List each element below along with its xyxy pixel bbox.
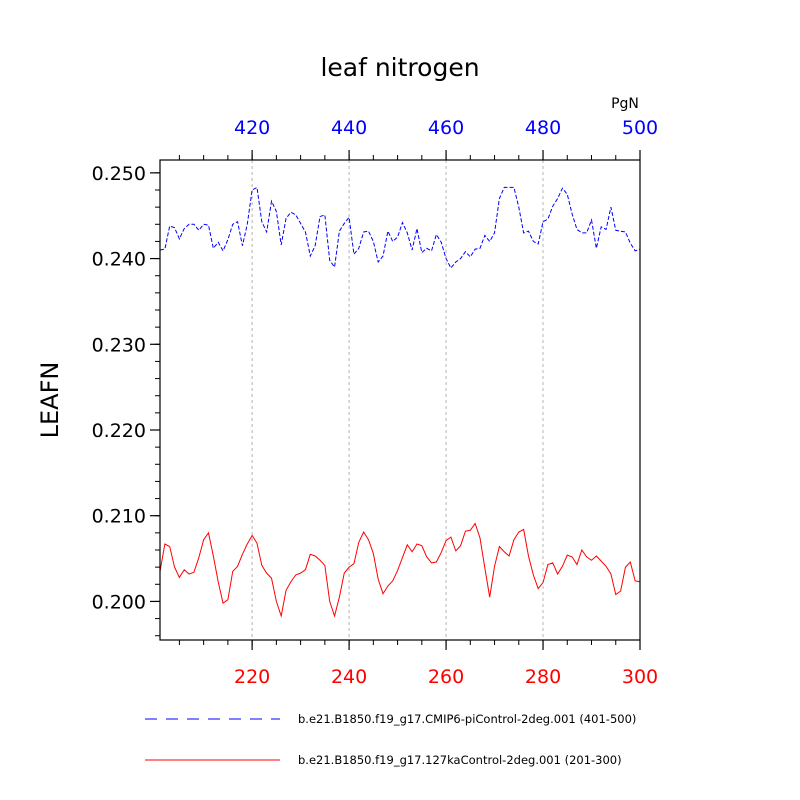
x-bottom-tick-label: 300 [622,666,658,688]
x-top-tick-label: 440 [331,117,367,139]
x-top-tick-label: 500 [622,117,658,139]
x-bottom-tick-label: 240 [331,666,367,688]
legend-label-1: b.e21.B1850.f19_g17.CMIP6-piControl-2deg… [298,712,636,726]
axes-layer: 0.200 0.210 0.220 0.230 0.240 0.250 220 240 260 2… [92,117,659,688]
x-bottom-tick-label: 280 [525,666,561,688]
x-top-tick-label: 420 [234,117,270,139]
plot-frame [159,159,641,641]
legend: b.e21.B1850.f19_g17.CMIP6-piControl-2deg… [145,712,636,767]
legend-label-2: b.e21.B1850.f19_g17.127kaControl-2deg.00… [298,753,622,767]
y-axis-label: LEAFN [36,362,64,439]
series-line-2 [159,522,641,618]
chart-title: leaf nitrogen [320,53,479,82]
x-bottom-tick-label: 220 [234,666,270,688]
x-bottom-tick-label: 260 [428,666,464,688]
x-top-tick-label: 480 [525,117,561,139]
units-label: PgN [611,96,639,112]
series-layer [159,186,641,618]
y-tick-label: 0.210 [92,506,146,528]
y-tick-label: 0.250 [92,163,146,185]
y-tick-label: 0.200 [92,591,146,613]
y-tick-label: 0.230 [92,334,146,356]
y-tick-label: 0.220 [92,420,146,442]
x-top-tick-label: 460 [428,117,464,139]
series-line-1 [159,186,641,269]
y-tick-label: 0.240 [92,249,146,271]
grid-layer [251,160,544,640]
